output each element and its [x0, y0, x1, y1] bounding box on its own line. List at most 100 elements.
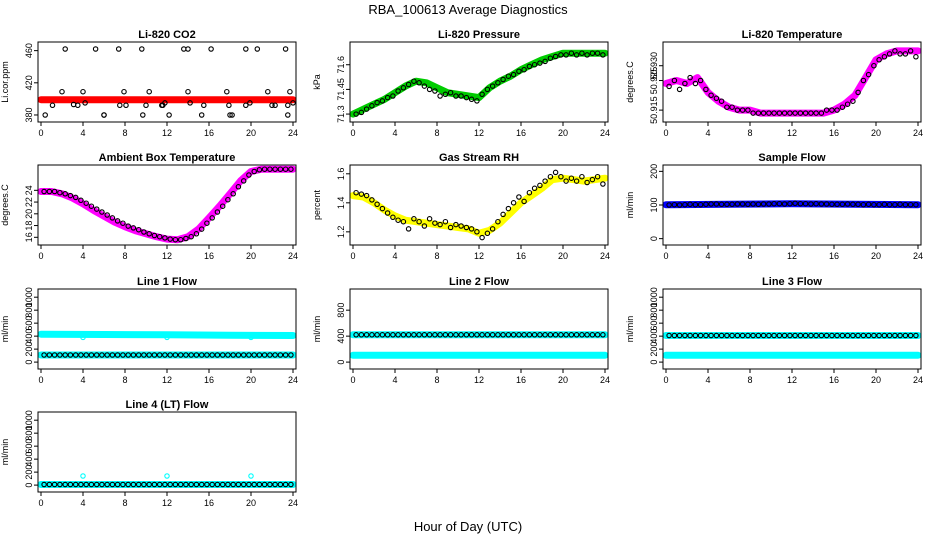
y-tick-label: 800 [649, 303, 659, 318]
data-point [426, 86, 433, 93]
data-point [766, 201, 772, 207]
data-point [395, 217, 401, 223]
data-point [288, 481, 294, 488]
data-point [400, 332, 407, 338]
data-point [130, 225, 137, 231]
data-point [214, 352, 221, 358]
data-point [227, 112, 233, 118]
data-point [792, 332, 798, 339]
data-point [865, 71, 872, 78]
data-point [177, 481, 184, 488]
x-tick-label: 12 [787, 375, 797, 385]
data-point [248, 473, 254, 479]
data-point [188, 481, 194, 488]
data-point [474, 332, 480, 338]
x-tick-label: 0 [350, 375, 355, 385]
data-point [463, 94, 470, 101]
data-point [177, 352, 184, 358]
data-point [130, 481, 137, 488]
x-tick-label: 4 [80, 498, 85, 508]
x-tick-label: 16 [204, 498, 214, 508]
data-point [159, 102, 165, 109]
data-point [458, 223, 464, 229]
data-point [80, 88, 86, 95]
data-point [755, 332, 762, 339]
panel-title: Li-820 CO2 [138, 29, 195, 41]
data-point [781, 201, 788, 207]
data-point [500, 211, 506, 218]
data-point [792, 110, 798, 116]
data-point [162, 352, 168, 358]
data-point [224, 88, 230, 95]
data-point [109, 481, 116, 488]
data-point [729, 104, 735, 110]
data-point [235, 481, 242, 488]
y-axis-label: kPa [312, 74, 322, 90]
data-point [185, 88, 191, 95]
data-point [844, 201, 851, 207]
data-point [251, 168, 257, 175]
data-point [729, 332, 735, 339]
data-point [183, 352, 189, 358]
x-tick-label: 24 [288, 498, 298, 508]
x-tick-label: 16 [516, 375, 526, 385]
data-point [141, 481, 147, 488]
x-tick-label: 12 [474, 375, 484, 385]
y-tick-label: 400 [24, 452, 34, 467]
plot-frame [37, 411, 297, 493]
x-tick-label: 12 [162, 375, 172, 385]
data-point [510, 332, 517, 338]
data-point [531, 185, 538, 192]
data-point [358, 332, 365, 338]
x-tick-label: 4 [705, 375, 710, 385]
data-point [120, 220, 126, 226]
data-point [813, 200, 819, 207]
y-tick-label: 200 [24, 342, 34, 357]
data-point [865, 201, 872, 208]
x-tick-label: 12 [162, 128, 172, 138]
x-tick-label: 4 [392, 375, 397, 385]
data-point [146, 231, 152, 237]
x-tick-label: 24 [288, 128, 298, 138]
data-point [72, 352, 79, 358]
data-point [834, 332, 840, 339]
data-point [193, 481, 200, 488]
data-point [468, 226, 475, 232]
data-point [214, 209, 221, 215]
data-point [164, 334, 170, 341]
y-tick-label: 18 [24, 221, 34, 231]
x-tick-label: 0 [663, 251, 668, 261]
data-point [855, 201, 861, 208]
y-tick-label: 400 [336, 329, 346, 344]
panel-title: Line 4 (LT) Flow [126, 399, 209, 411]
data-point [902, 332, 909, 339]
data-point [193, 231, 200, 237]
data-point [850, 98, 856, 104]
x-tick-label: 12 [787, 251, 797, 261]
data-point [573, 52, 580, 58]
data-point [384, 94, 391, 101]
data-point [198, 481, 205, 488]
data-point [834, 201, 840, 208]
data-point [75, 102, 81, 109]
data-point [51, 481, 58, 488]
data-point [739, 332, 746, 339]
x-tick-label: 12 [162, 251, 172, 261]
data-point [261, 352, 268, 358]
panel-title: Li-820 Temperature [742, 29, 843, 41]
panel-title: Ambient Box Temperature [99, 152, 236, 164]
data-point [787, 332, 793, 339]
data-point [114, 481, 121, 488]
data-point [442, 218, 449, 225]
series-band-raw [350, 174, 608, 237]
y-axis-label: ml/min [625, 192, 635, 219]
data-point [432, 220, 438, 226]
x-tick-label: 4 [80, 128, 85, 138]
data-point [871, 62, 877, 69]
data-point [183, 481, 189, 488]
data-point [390, 93, 396, 99]
data-point [80, 473, 86, 479]
data-point [902, 201, 909, 208]
